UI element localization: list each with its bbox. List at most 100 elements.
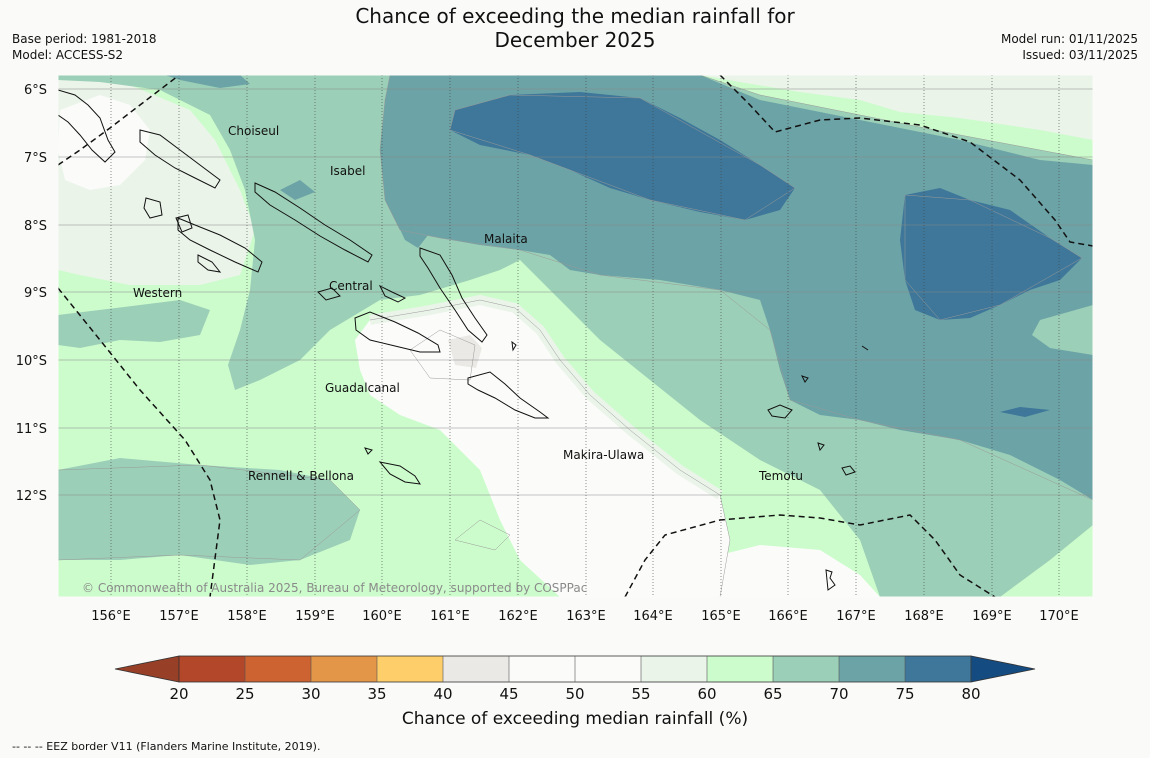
colorbar-tick-label: 25	[235, 685, 254, 703]
issued-date: Issued: 03/11/2025	[1022, 48, 1138, 62]
island-santa-cruz	[767, 404, 793, 419]
island-rendova	[197, 254, 222, 273]
lon-label: 169°E	[972, 609, 1012, 624]
island-reef	[801, 375, 809, 383]
lon-label: 158°E	[227, 609, 267, 624]
lon-label: 168°E	[904, 609, 944, 624]
colorbar-tick-label: 35	[367, 685, 386, 703]
zone-75-80-small	[1000, 407, 1050, 417]
colorbar-cell	[179, 656, 246, 682]
lon-label: 162°E	[498, 609, 538, 624]
zone-55-60-northeast	[700, 75, 1093, 140]
colorbar-cells	[179, 656, 972, 682]
island-malaita	[419, 247, 488, 343]
lat-label: 7°S	[24, 151, 47, 166]
zone-65-70-southwest	[58, 458, 360, 565]
label-choiseul: Choiseul	[228, 124, 279, 138]
colorbar-cell	[905, 656, 972, 682]
colorbar-cell	[707, 656, 774, 682]
meta-right: Model run: 01/11/2025 Issued: 03/11/2025	[1001, 31, 1138, 63]
island-bellona	[364, 447, 373, 455]
colorbar-tick-label: 65	[763, 685, 782, 703]
zone-70-75-corner	[165, 75, 250, 88]
label-rennell-bellona: Rennell & Bellona	[248, 469, 354, 483]
zone-45-55-west	[58, 95, 150, 190]
islands	[58, 89, 869, 591]
lat-label: 10°S	[16, 354, 47, 369]
lat-label: 12°S	[16, 489, 47, 504]
colorbar-tick-label: 50	[565, 685, 584, 703]
map-title: Chance of exceeding the median rainfall …	[0, 4, 1150, 52]
eez-footnote: -- -- -- EEZ border V11 (Flanders Marine…	[12, 740, 321, 753]
colorbar-tick-label: 20	[169, 685, 188, 703]
colorbar-cell	[773, 656, 840, 682]
zone-45-55	[355, 300, 730, 597]
island-vanikoro	[841, 465, 856, 476]
label-malaita: Malaita	[484, 232, 528, 246]
lat-label: 8°S	[24, 219, 47, 234]
island-vella	[143, 197, 163, 219]
island-choiseul	[139, 129, 221, 189]
island-makira	[467, 371, 550, 419]
label-makira-ulawa: Makira-Ulawa	[563, 448, 644, 462]
island-guadalcanal	[354, 311, 441, 353]
colorbar-over-arrow	[970, 655, 1036, 683]
lon-label: 161°E	[430, 609, 470, 624]
island-florida	[317, 287, 341, 301]
colorbar-cell	[443, 656, 510, 682]
region-labels: Choiseul Isabel Malaita Central Western …	[133, 124, 803, 483]
title-line-1: Chance of exceeding the median rainfall …	[355, 4, 795, 28]
lat-gridlines	[58, 88, 1093, 496]
lat-labels: 6°S 7°S 8°S 9°S 10°S 11°S 12°S	[16, 83, 47, 504]
lon-label: 156°E	[91, 609, 131, 624]
lon-label: 163°E	[566, 609, 606, 624]
lon-label: 157°E	[159, 609, 199, 624]
colorbar-cell	[311, 656, 378, 682]
lon-gridlines	[110, 75, 1060, 597]
colorbar-tick-label: 60	[697, 685, 716, 703]
island-savo	[378, 284, 407, 303]
island-utupua	[817, 442, 825, 452]
lon-label: 166°E	[768, 609, 808, 624]
zone-45-55-south	[700, 545, 880, 597]
label-western: Western	[133, 286, 182, 300]
colorbar-cell	[575, 656, 642, 682]
label-temotu: Temotu	[758, 469, 803, 483]
zone-70-75-small-a	[280, 180, 315, 200]
model-run: Model run: 01/11/2025	[1000, 32, 1138, 46]
colorbar-tick-label: 70	[829, 685, 848, 703]
colorbar-tick-label: 45	[499, 685, 518, 703]
title-line-2: December 2025	[494, 28, 656, 52]
zone-75-80-east	[900, 188, 1082, 320]
colorbar-label: Chance of exceeding median rainfall (%)	[401, 709, 749, 729]
colorbar-tick-label: 75	[895, 685, 914, 703]
lon-label: 167°E	[836, 609, 876, 624]
island-duff	[861, 345, 869, 351]
zone-75-80-north	[450, 92, 795, 220]
contour-lines	[58, 75, 1093, 597]
colorbar-under-arrow	[114, 655, 180, 683]
colorbar-cell	[245, 656, 312, 682]
label-guadalcanal: Guadalcanal	[325, 381, 400, 395]
island-rennell	[378, 461, 421, 485]
colorbar-cell	[839, 656, 906, 682]
colorbar-cell	[509, 656, 576, 682]
island-kolombangara	[175, 214, 193, 233]
label-isabel: Isabel	[330, 164, 365, 178]
lon-label: 159°E	[295, 609, 335, 624]
colorbar-tick-label: 40	[433, 685, 452, 703]
lon-labels: 156°E 157°E 158°E 159°E 160°E 161°E 162°…	[91, 609, 1079, 624]
lon-label: 164°E	[633, 609, 673, 624]
island-bougainville	[58, 89, 116, 163]
zone-55-60-west-strip	[58, 225, 130, 248]
label-central: Central	[329, 279, 373, 293]
meta-left: Base period: 1981-2018 Model: ACCESS-S2	[12, 31, 157, 63]
forecast-map	[58, 75, 1093, 597]
model-name: Model: ACCESS-S2	[12, 48, 124, 62]
lon-label: 170°E	[1039, 609, 1079, 624]
colorbar-ticks: 20 25 30 35 40 45 50 55 60 65 70 75 80	[169, 656, 981, 703]
colorbar-cell	[377, 656, 444, 682]
map-frame	[57, 74, 1094, 598]
lat-label: 11°S	[16, 422, 47, 437]
